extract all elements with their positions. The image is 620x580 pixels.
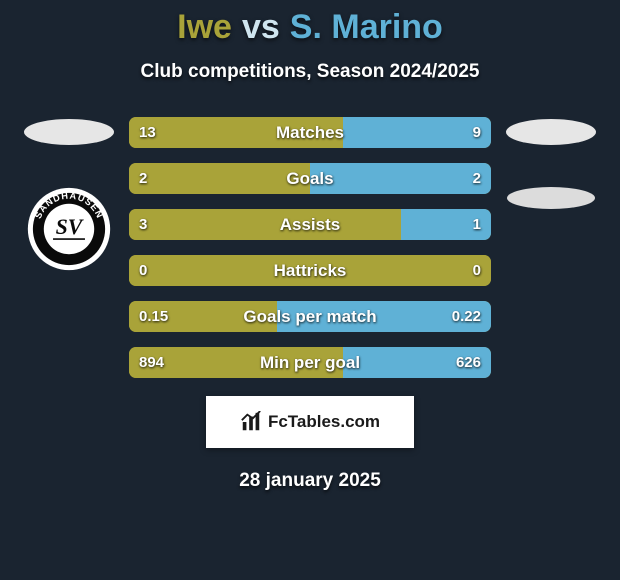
player1-value: 3	[139, 209, 147, 240]
stat-label: Goals	[129, 163, 491, 194]
stat-row: Goals2 2	[129, 163, 491, 194]
player2-club-ellipse	[507, 187, 595, 209]
player1-value: 0	[139, 255, 147, 286]
brand-text: FcTables.com	[268, 412, 380, 432]
stat-label: Matches	[129, 117, 491, 148]
player2-kit-ellipse	[506, 119, 596, 145]
player2-value: 9	[473, 117, 481, 148]
comparison-infographic: Iwe vs S. Marino Club competitions, Seas…	[0, 0, 620, 580]
stat-label: Assists	[129, 209, 491, 240]
player1-value: 894	[139, 347, 164, 378]
subtitle: Club competitions, Season 2024/2025	[141, 61, 480, 83]
middle-section: SANDHAUSEN 1916 SV Matches139Goals22Assi…	[0, 117, 620, 378]
brand-box: FcTables.com	[206, 396, 414, 448]
left-badge-column: SANDHAUSEN 1916 SV	[21, 117, 117, 378]
player2-value: 0.22	[452, 301, 481, 332]
stat-bars: Matches13 9 Goals2 2 Assists3 1 Hattricks0 0 Goa…	[129, 117, 491, 378]
badge-initials: SV	[56, 215, 85, 239]
sandhausen-badge-icon: SANDHAUSEN 1916 SV	[27, 187, 111, 271]
vs-word: vs	[242, 8, 280, 47]
player2-value: 0	[473, 255, 481, 286]
stat-row: Hattricks0 0	[129, 255, 491, 286]
right-badge-column	[503, 117, 599, 378]
player2-value: 1	[473, 209, 481, 240]
player1-kit-ellipse	[24, 119, 114, 145]
player1-value: 0.15	[139, 301, 168, 332]
player2-value: 626	[456, 347, 481, 378]
bar-chart-icon	[240, 411, 262, 433]
stat-label: Min per goal	[129, 347, 491, 378]
stat-label: Goals per match	[129, 301, 491, 332]
player1-club-badge: SANDHAUSEN 1916 SV	[27, 187, 111, 271]
date-text: 28 january 2025	[239, 470, 381, 492]
stat-row: Matches13 9	[129, 117, 491, 148]
stat-row: Goals per match0.15 0.22	[129, 301, 491, 332]
player1-name: Iwe	[177, 8, 232, 47]
stat-row: Assists3 1	[129, 209, 491, 240]
player1-value: 2	[139, 163, 147, 194]
player2-name: S. Marino	[290, 8, 443, 47]
player2-value: 2	[473, 163, 481, 194]
player1-value: 13	[139, 117, 156, 148]
stat-row: Min per goal894 626	[129, 347, 491, 378]
stat-label: Hattricks	[129, 255, 491, 286]
title-row: Iwe vs S. Marino	[177, 8, 443, 47]
